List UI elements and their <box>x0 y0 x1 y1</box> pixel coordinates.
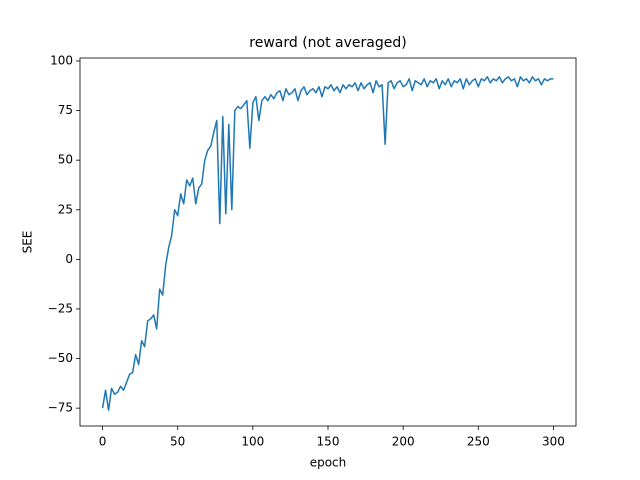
y-axis-label: SEE <box>21 231 35 254</box>
x-tick-label: 0 <box>99 435 107 449</box>
x-tick-label: 250 <box>467 435 490 449</box>
x-tick-label: 150 <box>317 435 340 449</box>
x-tick-label: 50 <box>170 435 185 449</box>
x-tick-label: 200 <box>392 435 415 449</box>
y-tick-label: 25 <box>58 202 73 216</box>
y-tick-label: −25 <box>48 301 73 315</box>
y-tick-label: 75 <box>58 103 73 117</box>
data-line <box>101 76 554 411</box>
axes-frame <box>79 57 577 427</box>
y-tick-label: 100 <box>50 53 73 67</box>
y-tick-label: 50 <box>58 153 73 167</box>
y-tick-label: −75 <box>48 401 73 415</box>
x-tick-label: 300 <box>542 435 565 449</box>
y-tick-label: −50 <box>48 351 73 365</box>
y-tick-label: 0 <box>65 252 73 266</box>
x-tick-label: 100 <box>241 435 264 449</box>
x-axis-label: epoch <box>310 456 347 470</box>
chart-title: reward (not averaged) <box>249 35 406 51</box>
